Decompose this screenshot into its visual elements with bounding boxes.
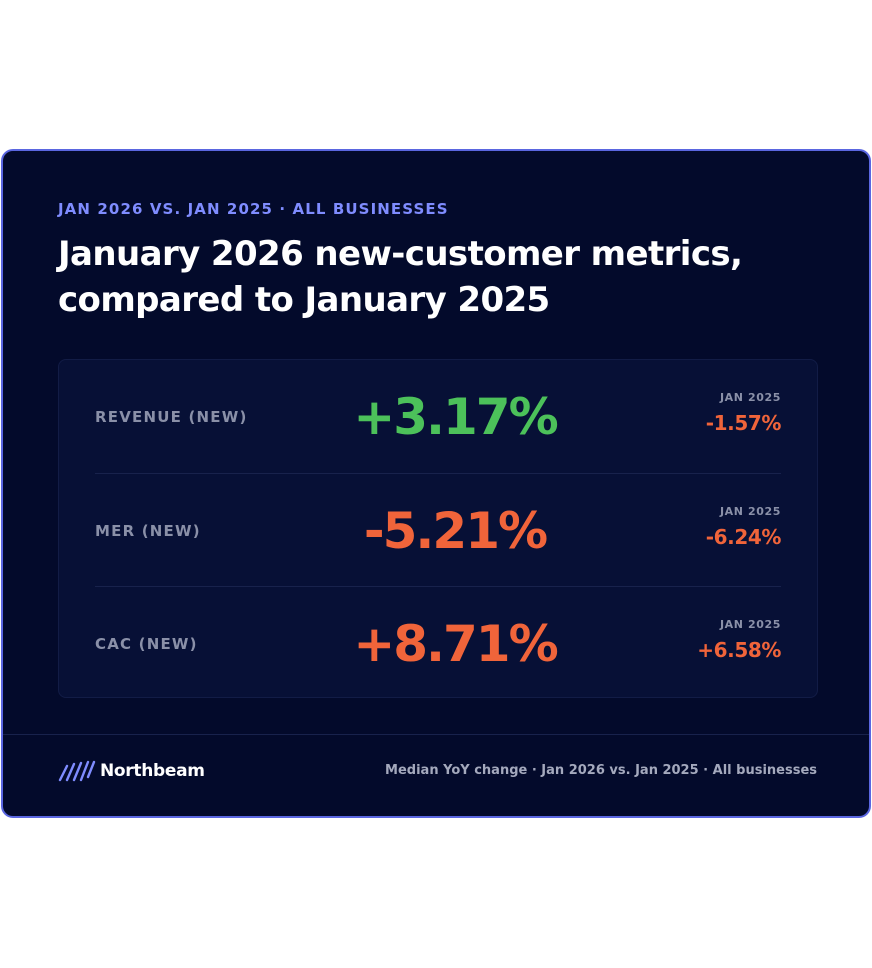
card-eyebrow: JAN 2026 VS. JAN 2025 · ALL BUSINESSES — [58, 200, 449, 218]
metric-value: +8.71% — [353, 615, 558, 673]
metric-row-cac: CAC (NEW) +8.71% JAN 2025 +6.58% — [95, 586, 781, 700]
comparison-label: JAN 2025 — [719, 618, 781, 631]
metrics-card: JAN 2026 VS. JAN 2025 · ALL BUSINESSES J… — [1, 149, 871, 818]
metric-value: +3.17% — [353, 388, 558, 446]
footer-divider — [3, 734, 869, 735]
footer-note: Median YoY change · Jan 2026 vs. Jan 202… — [385, 763, 817, 778]
comparison-label: JAN 2025 — [719, 391, 781, 404]
metric-label: MER (NEW) — [95, 522, 201, 540]
card-title: January 2026 new-customer metrics, compa… — [58, 234, 743, 320]
metric-label: CAC (NEW) — [95, 635, 198, 653]
comparison-value: -1.57% — [705, 411, 782, 435]
metric-row-mer: MER (NEW) -5.21% JAN 2025 -6.24% — [95, 473, 781, 587]
brand-name: Northbeam — [100, 761, 205, 781]
metric-row-revenue: REVENUE (NEW) +3.17% JAN 2025 -1.57% — [95, 360, 781, 473]
metric-value: -5.21% — [363, 502, 548, 560]
comparison-label: JAN 2025 — [719, 505, 781, 518]
comparison-value: +6.58% — [697, 638, 781, 662]
metrics-panel: REVENUE (NEW) +3.17% JAN 2025 -1.57% MER… — [58, 359, 818, 698]
brand-logo: Northbeam — [58, 757, 205, 785]
metric-label: REVENUE (NEW) — [95, 408, 248, 426]
northbeam-logo-icon — [58, 760, 96, 782]
comparison-value: -6.24% — [705, 525, 782, 549]
